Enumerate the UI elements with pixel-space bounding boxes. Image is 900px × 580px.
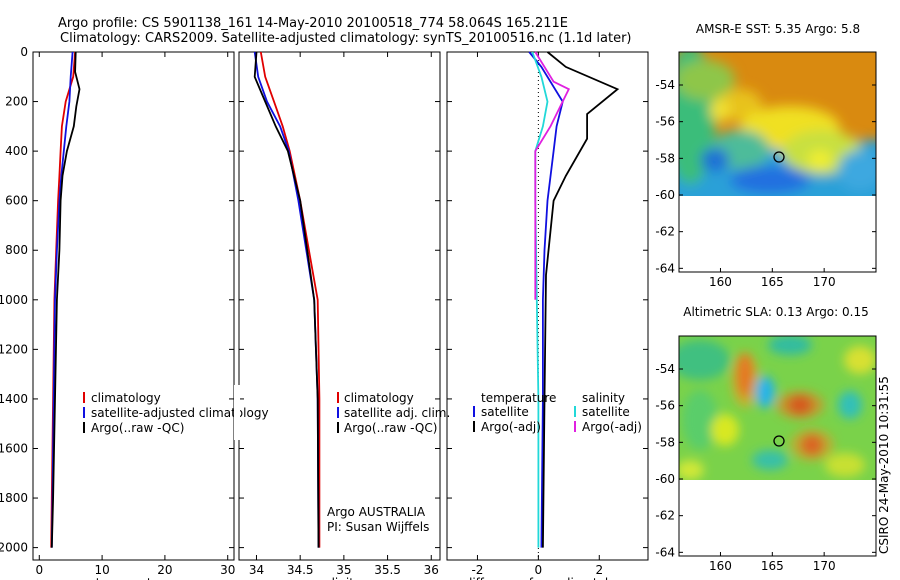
float-marker-sla [773, 435, 785, 447]
x-tick-label: 35 [336, 563, 351, 577]
temperature-panel: 0 10 20 30 temperature 0 200 400 600 800 1000 1200 1… [0, 45, 235, 580]
x-tick-label: 20 [157, 563, 172, 577]
map-y-tick-label: -62 [655, 509, 675, 523]
sst-field [679, 52, 876, 196]
x-tick-label: 36 [424, 563, 439, 577]
legend-label-satellite: satellite-adjusted climatology [91, 406, 269, 420]
map-y-tick-label: -64 [655, 545, 675, 559]
series-line-argo-raw-qc- [253, 51, 320, 548]
y-tick-label: 600 [5, 194, 28, 208]
y-tick-label: 400 [5, 144, 28, 158]
legend-label-sal-argo: Argo(-adj) [582, 420, 642, 434]
y-tick-label: 1400 [0, 392, 28, 406]
map-y-tick-label: -60 [655, 472, 675, 486]
y-tick-label: 1800 [0, 491, 28, 505]
map-y-tick-label: -54 [655, 78, 675, 92]
sst-map-axes: 160 165 170 -54 -56 -58 -60 -62 -64 [655, 78, 876, 289]
header-line1: Argo profile: CS 5901138_161 14-May-2010… [58, 16, 568, 31]
salinity-panel: 34 34.5 35 35.5 36 salinity [238, 51, 441, 580]
legend-header-temperature: temperature [481, 391, 556, 405]
header-line2: Climatology: CARS2009. Satellite-adjuste… [60, 31, 632, 46]
series-line-temperature-argo-adj- [542, 51, 620, 548]
y-tick-label: 1000 [0, 293, 28, 307]
sla-map-axes: 160 165 170 -54 -56 -58 -60 -62 -64 [655, 362, 876, 573]
map-x-tick-label: 165 [761, 275, 784, 289]
map-y-tick-label: -54 [655, 362, 675, 376]
annotation-pi: PI: Susan Wijffels [327, 520, 429, 534]
x-tick-label: 35.5 [374, 563, 401, 577]
series-line-satellite-adj-clim- [253, 51, 320, 548]
sla-map-frame [678, 335, 877, 557]
y-tick-label: 1200 [0, 342, 28, 356]
map-y-tick-label: -60 [655, 188, 675, 202]
y-tick-label: 2000 [0, 541, 28, 555]
x-tick-label: -2 [471, 563, 483, 577]
series-line-temperature-satellite [528, 51, 564, 548]
map-x-tick-label: 160 [709, 275, 732, 289]
x-tick-label: 0 [35, 563, 43, 577]
y-tick-label: 200 [5, 95, 28, 109]
difference-xlabel: difference from climatology [465, 576, 631, 580]
y-tick-label: 1600 [0, 441, 28, 455]
x-tick-label: 30 [220, 563, 235, 577]
x-tick-label: 34.5 [287, 563, 314, 577]
legend-label-temp-argo: Argo(-adj) [481, 420, 541, 434]
legend-label-sal-satellite: satellite [582, 405, 630, 419]
series-line-satellite-adjusted-climatology [50, 51, 74, 548]
float-marker-sst [773, 151, 785, 163]
x-tick-label: 0 [535, 563, 543, 577]
sst-map-title: AMSR-E SST: 5.35 Argo: 5.8 [696, 22, 860, 36]
temperature-legend-mask [234, 385, 240, 440]
difference-legend: temperature salinity satellite Argo(-adj… [473, 391, 642, 434]
temperature-frame [32, 51, 235, 561]
salinity-frame [238, 51, 441, 561]
map-x-tick-label: 160 [709, 559, 732, 573]
map-y-tick-label: -58 [655, 435, 675, 449]
map-y-tick-label: -58 [655, 151, 675, 165]
map-x-tick-label: 170 [813, 559, 836, 573]
temperature-xlabel: temperature [96, 576, 171, 580]
x-tick-label: 2 [595, 563, 603, 577]
annotation-argo-australia: Argo AUSTRALIA [327, 505, 426, 519]
series-line-argo-raw-qc- [50, 51, 81, 548]
legend-label-climatology: climatology [344, 391, 414, 405]
map-y-tick-label: -56 [655, 115, 675, 129]
legend-label-argo: Argo(..raw -QC) [344, 421, 437, 435]
map-y-tick-label: -56 [655, 399, 675, 413]
legend-label-satellite: satellite adj. clim. [344, 406, 450, 420]
sst-map-frame [678, 51, 877, 273]
difference-frame [446, 51, 649, 561]
side-stamp: CSIRO 24-May-2010 10:31:55 [877, 376, 891, 554]
salinity-xlabel: salinity [318, 576, 361, 580]
difference-panel: -2 0 2difference from climatology [446, 51, 649, 580]
legend-header-salinity: salinity [582, 391, 625, 405]
temperature-legend: climatology satellite-adjusted climatolo… [83, 391, 269, 435]
sla-field [679, 336, 876, 480]
x-tick-label: 10 [94, 563, 109, 577]
map-y-tick-label: -64 [655, 261, 675, 275]
y-tick-label: 800 [5, 243, 28, 257]
map-y-tick-label: -62 [655, 225, 675, 239]
legend-label-temp-satellite: satellite [481, 405, 529, 419]
legend-label-climatology: climatology [91, 391, 161, 405]
y-tick-label: 0 [20, 45, 28, 59]
series-line-climatology [259, 51, 321, 548]
sla-map: Altimetric SLA: 0.13 Argo: 0.15 [655, 305, 877, 573]
sst-map: AMSR-E SST: 5.35 Argo: 5.8 160 165 170 -54 -… [655, 22, 877, 289]
series-line-salinity-argo-adj- [534, 51, 571, 300]
map-x-tick-label: 165 [761, 559, 784, 573]
salinity-legend: climatology satellite adj. clim. Argo(..… [327, 391, 450, 534]
sla-map-title: Altimetric SLA: 0.13 Argo: 0.15 [683, 305, 868, 319]
x-tick-label: 34 [249, 563, 264, 577]
map-x-tick-label: 170 [813, 275, 836, 289]
legend-label-argo: Argo(..raw -QC) [91, 421, 184, 435]
